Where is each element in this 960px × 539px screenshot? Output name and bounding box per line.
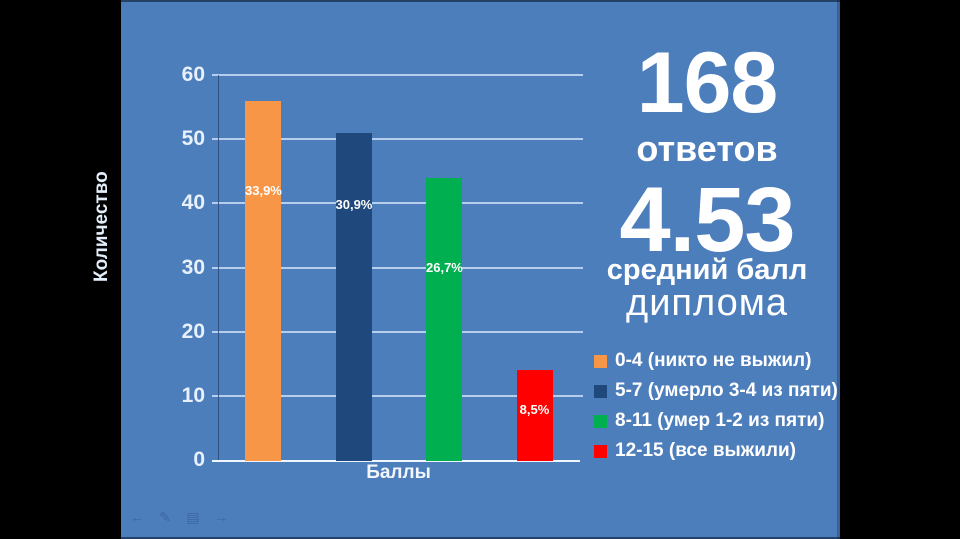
- y-tick-label: 50: [181, 127, 205, 151]
- y-tick-label: 0: [193, 448, 205, 471]
- y-tick-label: 40: [181, 191, 205, 215]
- y-tick-label: 30: [181, 255, 205, 279]
- bar-value-label: 8,5%: [519, 402, 550, 418]
- bar-value-label: 33,9%: [245, 182, 282, 198]
- y-axis-title-text: Количество: [91, 171, 112, 282]
- bar-value-label: 26,7%: [426, 260, 463, 276]
- y-gridline: [212, 202, 583, 205]
- legend-swatch-icon: [594, 444, 607, 458]
- x-axis-line: [212, 460, 580, 462]
- legend-swatch-icon: [594, 414, 607, 428]
- y-axis-line: [218, 75, 219, 461]
- chart-legend: 0-4 (никто не выжил) 5-7 (умерло 3-4 из п…: [594, 346, 838, 466]
- y-tick-label: 20: [181, 319, 205, 343]
- y-tick-label: 10: [181, 383, 205, 407]
- legend-item: 12-15 (все выжили): [594, 436, 838, 466]
- legend-label: 8-11 (умер 1-2 из пяти): [615, 410, 825, 431]
- y-gridline: [212, 138, 583, 141]
- legend-item: 0-4 (никто не выжил): [594, 346, 838, 376]
- legend-label: 12-15 (все выжили): [615, 440, 796, 461]
- y-gridline: [212, 74, 583, 76]
- pen-icon[interactable]: ✎: [159, 509, 171, 525]
- average-score-sublabel: диплома: [626, 282, 788, 324]
- y-gridline: [212, 394, 583, 397]
- letterbox-left: [0, 0, 121, 539]
- bar-5-7: 30,9%: [335, 132, 373, 461]
- bar-12-15: 8,5%: [516, 370, 553, 461]
- average-score-label: средний балл: [606, 254, 808, 286]
- next-slide-icon[interactable]: →: [214, 509, 228, 525]
- average-score: 4.53: [619, 169, 795, 271]
- responses-label: ответов: [636, 128, 778, 169]
- y-tick-label: 60: [181, 63, 205, 86]
- y-gridline: [212, 330, 583, 333]
- bar-8-11: 26,7%: [426, 177, 463, 461]
- letterbox-right: [840, 0, 960, 539]
- bar-value-label: 30,9%: [335, 196, 373, 212]
- previous-slide-icon[interactable]: ←: [130, 509, 144, 525]
- y-gridline: [212, 266, 583, 269]
- legend-item: 8-11 (умер 1-2 из пяти): [594, 406, 838, 436]
- y-axis-title: Количество: [90, 171, 230, 282]
- legend-item: 5-7 (умерло 3-4 из пяти): [594, 376, 838, 406]
- bar-0-4: 33,9%: [245, 100, 282, 461]
- x-axis-title: Баллы: [366, 462, 431, 483]
- slideshow-controls: ← ✎ ▤ →: [129, 508, 229, 526]
- legend-label: 5-7 (умерло 3-4 из пяти): [615, 380, 838, 401]
- presentation-slide[interactable]: 0 10 20 30 40 50 60 Количество Баллы 33,9% 30,9…: [91, 0, 840, 539]
- legend-swatch-icon: [594, 384, 607, 398]
- slide-menu-icon[interactable]: ▤: [186, 509, 200, 525]
- responses-count: 168: [636, 35, 779, 131]
- legend-label: 0-4 (никто не выжил): [615, 350, 812, 371]
- legend-swatch-icon: [594, 354, 607, 368]
